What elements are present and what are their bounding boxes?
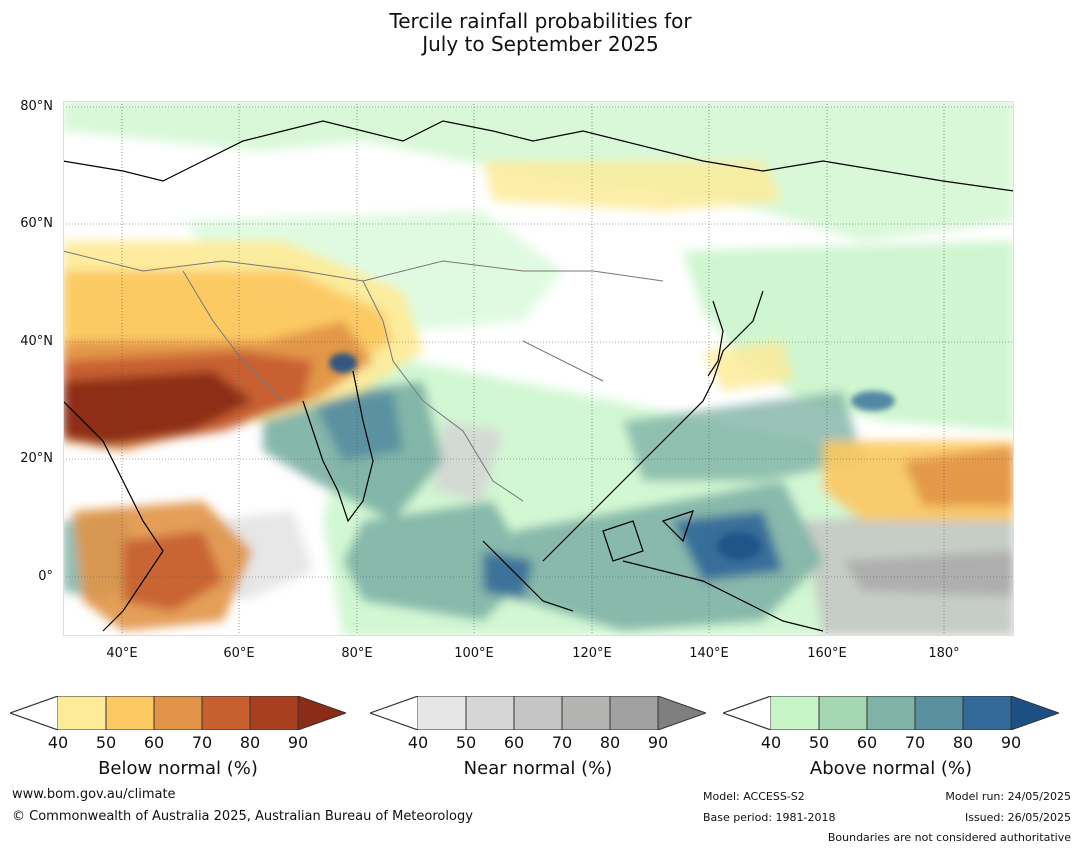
colorbar-near-tick: 90 [647, 733, 669, 752]
colorbar-above-swatch [771, 696, 819, 730]
colorbar-near-tick: 50 [455, 733, 477, 752]
near-normal-area-bay-of-bengal [433, 421, 503, 501]
colorbar-near-extend [658, 696, 706, 730]
colorbar-below-tick: 60 [143, 733, 165, 752]
field-highlights [329, 353, 895, 560]
colorbar-below-tick: 40 [47, 733, 69, 752]
lon-label-180: 180° [928, 646, 960, 661]
coastlines [62, 120, 1015, 632]
lon-label-140e: 140°E [689, 646, 729, 661]
colorbar-below-tick: 90 [287, 733, 309, 752]
above-normal-area-india-core [313, 391, 403, 461]
footer-base-period: Base period: 1981-2018 [703, 811, 836, 824]
colorbar-below-normal [10, 696, 346, 730]
colorbar-above-tick: 60 [856, 733, 878, 752]
lon-label-120e: 120°E [572, 646, 612, 661]
colorbar-near-swatch [610, 696, 658, 730]
footer-disclaimer: Boundaries are not considered authoritat… [827, 831, 1071, 844]
colorbar-above-extend [1011, 696, 1059, 730]
below-normal-area-arabia [63, 371, 253, 446]
colorbar-below-swatch [154, 696, 202, 730]
map-title-line1: Tercile rainfall probabilities for [389, 9, 692, 33]
probability-field [63, 101, 1014, 636]
map-title-line2: July to September 2025 [422, 32, 659, 56]
max-above-normal-cell [329, 353, 357, 373]
colorbar-near-swatch [466, 696, 514, 730]
map-canvas [62, 101, 1015, 636]
footer-model: Model: ACCESS-S2 [703, 790, 805, 803]
colorbar-above-swatch [819, 696, 867, 730]
lon-label-60e: 60°E [223, 646, 255, 661]
max-above-normal-cell-png [717, 532, 761, 560]
colorbar-above-tick: 90 [1000, 733, 1022, 752]
graticule [63, 101, 1014, 636]
footer-model-run: Model run: 24/05/2025 [945, 790, 1071, 803]
above-normal-area-philippine-sea [623, 391, 863, 481]
colorbar-below-tick: 80 [239, 733, 261, 752]
below-normal-area-siberia [483, 161, 783, 211]
lon-label-100e: 100°E [454, 646, 494, 661]
colorbar-above-normal [723, 696, 1059, 730]
footer-copyright: © Commonwealth of Australia 2025, Austra… [12, 809, 473, 824]
colorbar-below-swatch [106, 696, 154, 730]
above-normal-area-nw-pacific [683, 241, 1014, 431]
above-normal-area-sumatra [483, 551, 533, 601]
below-normal-area-japan-sea [703, 341, 793, 391]
lat-label-40n: 40°N [20, 334, 53, 349]
colorbar-above-tick: 80 [952, 733, 974, 752]
colorbar-near-swatch [562, 696, 610, 730]
colorbar-near-title: Near normal (%) [463, 758, 613, 779]
colorbar-near-tick: 40 [407, 733, 429, 752]
colorbar-near-tick: 70 [551, 733, 573, 752]
rainfall-probability-map [62, 101, 1015, 636]
colorbar-below-tick: 70 [191, 733, 213, 752]
colorbar-above-title: Above normal (%) [809, 758, 973, 779]
colorbar-below-tick: 50 [95, 733, 117, 752]
colorbar-below-title: Below normal (%) [98, 758, 258, 779]
lat-label-0: 0° [38, 569, 53, 584]
footer-issued: Issued: 26/05/2025 [964, 811, 1071, 824]
below-normal-area-hawaii [903, 446, 1014, 506]
colorbar-near-normal [370, 696, 706, 730]
country-borders [62, 250, 664, 502]
above-normal-cell-pacific [851, 391, 895, 411]
lat-label-60n: 60°N [20, 216, 53, 231]
lon-label-80e: 80°E [341, 646, 373, 661]
colorbar-above-tick: 40 [760, 733, 782, 752]
colorbar-near-swatch [418, 696, 466, 730]
colorbar-near-tick: 80 [599, 733, 621, 752]
colorbar-below-swatch [58, 696, 106, 730]
lat-label-20n: 20°N [20, 451, 53, 466]
near-normal-area-equatorial [843, 551, 1014, 596]
lat-label-80n: 80°N [20, 99, 53, 114]
colorbar-near-tick: 60 [503, 733, 525, 752]
colorbar-near-swatch [514, 696, 562, 730]
below-normal-area-somalia [123, 531, 223, 611]
colorbar-below-swatch [250, 696, 298, 730]
colorbar-above-swatch [915, 696, 963, 730]
lon-label-160e: 160°E [807, 646, 847, 661]
colorbar-above-swatch [963, 696, 1011, 730]
lon-label-40e: 40°E [106, 646, 138, 661]
footer-website-link[interactable]: www.bom.gov.au/climate [12, 787, 176, 802]
colorbar-below-swatch [202, 696, 250, 730]
colorbar-above-tick: 50 [808, 733, 830, 752]
map-frame [63, 101, 1014, 636]
colorbar-above-swatch [867, 696, 915, 730]
colorbar-above-tick: 70 [904, 733, 926, 752]
colorbar-below-extend [298, 696, 346, 730]
